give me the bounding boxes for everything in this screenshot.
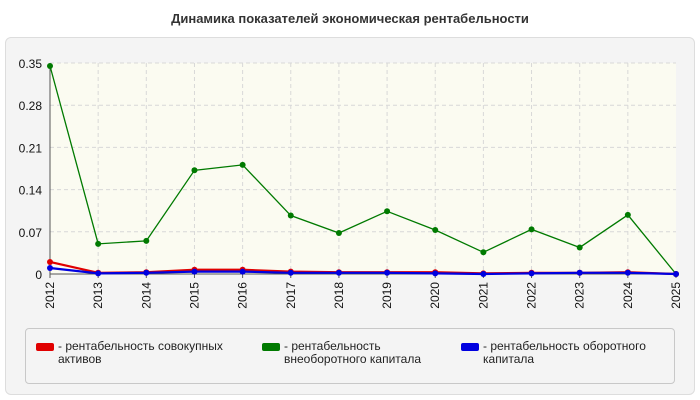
chart-legend: - рентабельность совокупных активов - ре…	[25, 328, 675, 384]
x-tick-label: 2021	[476, 282, 490, 309]
series-1-point-2024	[624, 211, 631, 218]
y-tick-label: 0.35	[19, 57, 43, 71]
series-2-point-2019	[384, 269, 391, 276]
series-1-point-2012	[47, 63, 53, 70]
legend-label-working-capital: - рентабельность оборотного капитала	[483, 339, 646, 366]
series-2-point-2020	[432, 270, 439, 277]
series-2-point-2021	[480, 271, 487, 277]
legend-swatch-blue	[461, 343, 479, 351]
series-1-point-2021	[480, 249, 487, 256]
series-1-point-2016	[239, 161, 246, 168]
series-1-point-2014	[143, 237, 150, 244]
x-tick-label: 2015	[187, 282, 201, 309]
x-tick-label: 2012	[43, 282, 57, 309]
series-1-point-2013	[95, 240, 102, 247]
series-1-point-2022	[528, 226, 535, 233]
series-line-1	[49, 65, 677, 275]
legend-item-working-capital: - рентабельность оборотного капитала	[461, 340, 663, 366]
y-tick-label: 0.07	[19, 226, 43, 240]
series-2-point-2016	[239, 268, 246, 275]
series-2-point-2012	[47, 264, 53, 271]
series-2-point-2025	[673, 271, 679, 277]
x-tick-label: 2014	[139, 282, 153, 309]
series-line-2	[49, 266, 677, 276]
y-tick-label: 0.28	[19, 99, 43, 113]
x-tick-label: 2018	[332, 282, 346, 309]
series-1-point-2020	[432, 226, 439, 233]
series-1-point-2018	[335, 230, 342, 237]
x-tick-label: 2016	[236, 282, 250, 309]
x-tick-label: 2023	[573, 282, 587, 309]
series-2-point-2017	[287, 269, 294, 276]
legend-item-total-assets: - рентабельность совокупных активов	[36, 340, 238, 366]
y-tick-label: 0.21	[19, 141, 43, 155]
series-2-point-2024	[624, 269, 631, 276]
legend-swatch-red	[36, 343, 54, 351]
x-tick-label: 2013	[91, 282, 105, 309]
x-tick-label: 2025	[669, 282, 683, 309]
y-tick-label: 0.14	[19, 184, 43, 198]
x-tick-label: 2019	[380, 282, 394, 309]
series-1-point-2015	[191, 167, 198, 174]
chart-title: Динамика показателей экономическая рента…	[171, 11, 529, 26]
series-1-point-2017	[287, 212, 294, 219]
series-0-point-2012	[47, 258, 53, 265]
series-2-point-2013	[95, 270, 102, 277]
legend-label-noncurrent-capital: - рентабельность внеоборотного капитала	[284, 339, 421, 366]
line-chart: 0 0.07 0.14 0.21 0.28 0.35 2012 2013 2014 2015 201…	[19, 57, 683, 309]
legend-item-noncurrent-capital: - рентабельность внеоборотного капитала	[262, 340, 464, 366]
x-tick-label: 2022	[525, 282, 539, 309]
series-2-point-2014	[143, 269, 150, 276]
y-tick-label: 0	[35, 268, 42, 282]
series-2-point-2018	[335, 269, 342, 276]
legend-label-total-assets: - рентабельность совокупных активов	[58, 339, 223, 366]
x-tick-label: 2020	[428, 282, 442, 309]
series-2-point-2023	[576, 269, 583, 276]
x-tick-label: 2024	[621, 282, 635, 309]
series-2-point-2015	[191, 268, 198, 275]
plot-area	[50, 63, 676, 274]
series-2-point-2022	[528, 270, 535, 277]
series-1-point-2023	[576, 244, 583, 251]
x-tick-label: 2017	[284, 282, 298, 309]
legend-swatch-green	[262, 343, 280, 351]
series-1-point-2019	[384, 208, 391, 215]
